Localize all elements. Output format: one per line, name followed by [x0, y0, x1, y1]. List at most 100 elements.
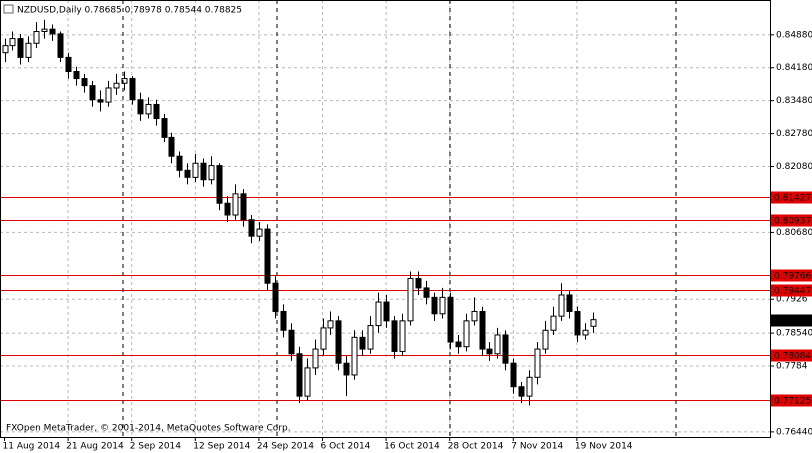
level-label: 0.79766	[774, 272, 811, 282]
y-tick-label: 0.82780	[776, 129, 812, 139]
candle-body	[327, 320, 334, 329]
candle-body	[518, 386, 525, 397]
x-tick-label: 6 Oct 2014	[321, 442, 371, 452]
candle-body	[17, 38, 24, 58]
candle-body	[57, 33, 64, 58]
candle-body	[73, 71, 80, 80]
candle-body	[161, 118, 168, 138]
candle-body	[256, 228, 263, 237]
candle-body	[153, 103, 160, 120]
candle-body	[312, 348, 319, 369]
level-label-box	[771, 394, 812, 407]
candle-body	[486, 348, 493, 355]
candle-body	[33, 31, 40, 44]
level-label-box	[771, 284, 812, 297]
candle-body	[248, 219, 255, 237]
candle-body	[192, 162, 199, 178]
level-label: 0.81427	[774, 194, 811, 204]
candle-body	[216, 165, 223, 204]
candle-body	[550, 315, 557, 331]
candle-body	[407, 278, 414, 322]
candle-body	[502, 334, 509, 364]
candle-body	[439, 296, 446, 315]
candle-body	[121, 78, 128, 84]
x-tick-label: 24 Sep 2014	[257, 442, 314, 452]
candle-body	[296, 353, 303, 397]
y-tick-label: 0.83480	[776, 96, 812, 106]
level-label: 0.77125	[774, 397, 811, 407]
candle-body	[9, 38, 16, 47]
candle-body	[566, 294, 573, 312]
level-label: 0.78084	[774, 352, 811, 362]
candle-body	[423, 287, 430, 298]
candle-body	[415, 278, 422, 289]
candle-body	[89, 85, 96, 101]
candle-body	[343, 362, 350, 376]
candle-body	[25, 42, 32, 58]
candle-body	[145, 103, 152, 115]
candle-body	[391, 320, 398, 352]
candle-body	[272, 282, 279, 312]
candle-body	[81, 78, 88, 87]
x-tick-label: 19 Nov 2014	[575, 442, 633, 452]
candle-body	[479, 310, 486, 350]
level-label-box	[771, 349, 812, 362]
candle-body	[232, 193, 239, 216]
level-label-box	[771, 214, 812, 227]
candle-body	[542, 329, 549, 350]
y-tick-label: 0.84180	[776, 63, 812, 73]
y-tick-label: 0.7784	[776, 362, 808, 372]
candle-body	[264, 228, 271, 284]
candle-body	[558, 294, 565, 317]
candle-body	[431, 296, 438, 315]
y-tick-label: 0.80680	[776, 228, 812, 238]
candle-body	[137, 99, 144, 115]
x-tick-label: 21 Aug 2014	[66, 442, 124, 452]
candle-body	[582, 329, 589, 336]
candle-body	[351, 336, 358, 376]
candle-body	[105, 87, 112, 103]
candle-body	[590, 319, 597, 327]
x-tick-label: 16 Oct 2014	[384, 442, 440, 452]
y-tick-label: 0.84880	[776, 30, 812, 40]
candle-body	[200, 162, 207, 181]
y-tick-label: 0.76440	[776, 427, 812, 437]
candle-body	[129, 78, 136, 101]
current-price-label: 0.78825	[774, 317, 811, 327]
candle-body	[367, 325, 374, 350]
candle-body	[240, 193, 247, 221]
candle-body	[184, 169, 191, 178]
candle-body	[463, 320, 470, 348]
candle-body	[375, 301, 382, 327]
candle-body	[510, 362, 517, 388]
candle-body	[2, 45, 9, 54]
candle-body	[399, 320, 406, 352]
current-price-box	[771, 314, 812, 327]
candle-body	[526, 376, 533, 397]
candle-body	[208, 165, 215, 181]
candle-body	[534, 348, 541, 378]
candle-body	[41, 28, 48, 33]
candle-body	[320, 327, 327, 350]
candle-body	[574, 310, 581, 336]
x-tick-label: 2 Sep 2014	[130, 442, 182, 452]
plot-frame	[0, 0, 771, 438]
symbol-icon	[3, 4, 14, 14]
candle-body	[455, 341, 462, 348]
candle-body	[113, 82, 120, 89]
plot-layer	[0, 0, 770, 438]
candle-body	[224, 202, 231, 216]
candle-body	[65, 56, 72, 73]
level-label: 0.80937	[774, 217, 811, 227]
candle-body	[359, 336, 366, 350]
x-tick-label: 11 Aug 2014	[3, 442, 61, 452]
x-tick-label: 12 Sep 2014	[193, 442, 250, 452]
level-label-box	[771, 269, 812, 282]
candle-body	[176, 155, 183, 171]
candle-body	[304, 367, 311, 397]
chart-title: NZDUSD,Daily 0.78685 0.78978 0.78544 0.7…	[17, 6, 242, 16]
candle-body	[494, 334, 501, 355]
candle-body	[49, 28, 56, 35]
